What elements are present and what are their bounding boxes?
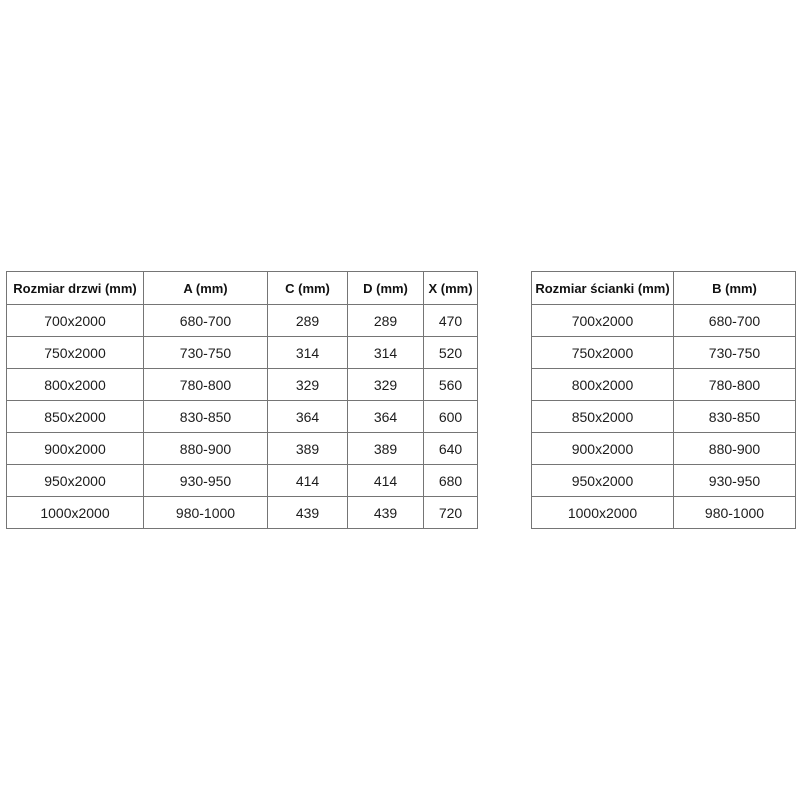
table-cell: 800x2000 <box>6 368 144 401</box>
table-cell: 414 <box>267 464 348 497</box>
table-cell: 700x2000 <box>531 304 674 337</box>
table-row: 850x2000 830-850 <box>531 400 796 433</box>
table-cell: 364 <box>347 400 424 433</box>
table-cell: 730-750 <box>673 336 796 369</box>
table-cell: 289 <box>347 304 424 337</box>
table-cell: 980-1000 <box>143 496 268 529</box>
table-cell: 900x2000 <box>531 432 674 465</box>
table-cell: 414 <box>347 464 424 497</box>
table-cell: 850x2000 <box>531 400 674 433</box>
header-cell: D (mm) <box>347 271 424 305</box>
table-cell: 314 <box>347 336 424 369</box>
header-cell: C (mm) <box>267 271 348 305</box>
table-row: 750x2000 730-750 <box>531 336 796 369</box>
table-cell: 364 <box>267 400 348 433</box>
table-cell: 329 <box>347 368 424 401</box>
wall-sizes-table: Rozmiar ścianki (mm) B (mm) 700x2000 680-7… <box>531 271 796 529</box>
table-cell: 680-700 <box>143 304 268 337</box>
table-row: 700x2000 680-700 <box>531 304 796 337</box>
table-cell: 730-750 <box>143 336 268 369</box>
door-sizes-table: Rozmiar drzwi (mm) A (mm) C (mm) D (mm) X (m… <box>6 271 478 529</box>
wall-sizes-table-body: 700x2000 680-700 750x2000 730-750 800x2000 78… <box>531 304 796 529</box>
table-cell: 880-900 <box>673 432 796 465</box>
table-cell: 950x2000 <box>531 464 674 497</box>
table-row: 800x2000 780-800 <box>531 368 796 401</box>
table-cell: 750x2000 <box>6 336 144 369</box>
door-sizes-table-header: Rozmiar drzwi (mm) A (mm) C (mm) D (mm) X (m… <box>6 271 478 305</box>
table-cell: 830-850 <box>673 400 796 433</box>
table-cell: 930-950 <box>673 464 796 497</box>
table-row: 850x2000 830-850 364 364 600 <box>6 400 478 433</box>
table-row: 1000x2000 980-1000 <box>531 496 796 529</box>
wall-sizes-table-header: Rozmiar ścianki (mm) B (mm) <box>531 271 796 305</box>
table-cell: 470 <box>423 304 478 337</box>
table-cell: 600 <box>423 400 478 433</box>
door-sizes-table-body: 700x2000 680-700 289 289 470 750x2000 730-750 3… <box>6 304 478 529</box>
table-cell: 780-800 <box>143 368 268 401</box>
table-cell: 950x2000 <box>6 464 144 497</box>
header-cell: B (mm) <box>673 271 796 305</box>
table-cell: 680 <box>423 464 478 497</box>
table-cell: 720 <box>423 496 478 529</box>
table-cell: 389 <box>347 432 424 465</box>
header-cell: Rozmiar drzwi (mm) <box>6 271 144 305</box>
header-cell: A (mm) <box>143 271 268 305</box>
table-cell: 900x2000 <box>6 432 144 465</box>
table-cell: 1000x2000 <box>6 496 144 529</box>
table-cell: 314 <box>267 336 348 369</box>
table-row: 700x2000 680-700 289 289 470 <box>6 304 478 337</box>
table-row: 800x2000 780-800 329 329 560 <box>6 368 478 401</box>
table-cell: 800x2000 <box>531 368 674 401</box>
table-row: 950x2000 930-950 414 414 680 <box>6 464 478 497</box>
table-row: 1000x2000 980-1000 439 439 720 <box>6 496 478 529</box>
table-cell: 560 <box>423 368 478 401</box>
header-row: Rozmiar drzwi (mm) A (mm) C (mm) D (mm) X (m… <box>6 271 478 305</box>
table-cell: 850x2000 <box>6 400 144 433</box>
table-cell: 1000x2000 <box>531 496 674 529</box>
table-cell: 439 <box>267 496 348 529</box>
header-row: Rozmiar ścianki (mm) B (mm) <box>531 271 796 305</box>
table-cell: 640 <box>423 432 478 465</box>
table-cell: 700x2000 <box>6 304 144 337</box>
table-cell: 680-700 <box>673 304 796 337</box>
table-cell: 980-1000 <box>673 496 796 529</box>
table-cell: 880-900 <box>143 432 268 465</box>
table-row: 950x2000 930-950 <box>531 464 796 497</box>
table-cell: 439 <box>347 496 424 529</box>
table-cell: 780-800 <box>673 368 796 401</box>
table-cell: 329 <box>267 368 348 401</box>
table-row: 750x2000 730-750 314 314 520 <box>6 336 478 369</box>
table-cell: 930-950 <box>143 464 268 497</box>
table-row: 900x2000 880-900 <box>531 432 796 465</box>
table-cell: 289 <box>267 304 348 337</box>
header-cell: X (mm) <box>423 271 478 305</box>
table-cell: 389 <box>267 432 348 465</box>
table-cell: 520 <box>423 336 478 369</box>
table-cell: 750x2000 <box>531 336 674 369</box>
header-cell: Rozmiar ścianki (mm) <box>531 271 674 305</box>
table-cell: 830-850 <box>143 400 268 433</box>
table-row: 900x2000 880-900 389 389 640 <box>6 432 478 465</box>
